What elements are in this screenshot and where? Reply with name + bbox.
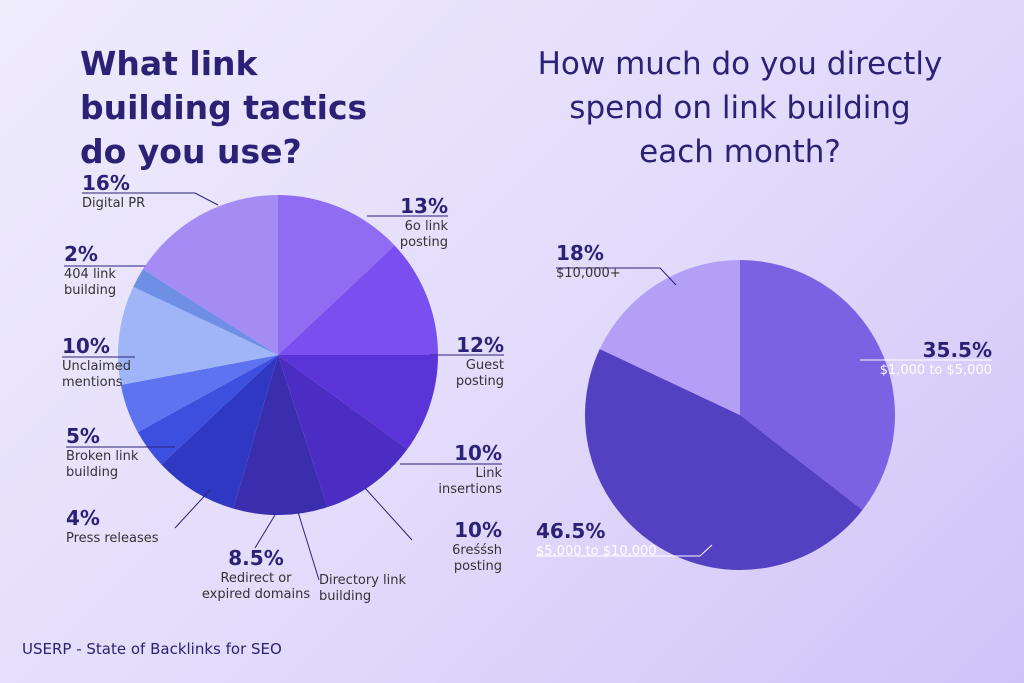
pie-slice	[599, 260, 740, 415]
value-label: 10%	[454, 518, 502, 542]
pie-slice	[161, 355, 278, 509]
slice-label: 10% Link insertions	[412, 440, 502, 498]
pie-slice	[142, 195, 278, 355]
value-label: 5%	[66, 424, 100, 448]
category-label: Broken link building	[66, 449, 139, 480]
slice-label: 10% Unclaimed mentions	[62, 333, 152, 391]
value-label: 35.5%	[922, 338, 992, 362]
chart-title: How much do you directly spend on link b…	[537, 46, 943, 170]
leader-line	[536, 544, 713, 557]
value-label: 4%	[66, 506, 100, 530]
category-label: 6reśśsh posting	[452, 543, 502, 574]
category-label: Digital PR	[82, 196, 146, 211]
slice-label: 46.5% $5,000 to $10,000	[536, 518, 706, 560]
slice-label: 2% 404 link building	[64, 241, 144, 299]
pie-slice	[740, 260, 895, 511]
slice-label: 13% 6o link posting	[358, 193, 448, 251]
value-label: 2%	[64, 242, 98, 266]
value-label: 10%	[454, 441, 502, 465]
pie-slice	[133, 269, 278, 355]
slice-label: Directory link building	[319, 573, 429, 605]
category-label: Link insertions	[438, 466, 502, 497]
pie-slice	[233, 355, 328, 515]
slice-label: 10% 6reśśsh posting	[412, 517, 502, 575]
category-label: $1,000 to $5,000	[879, 363, 992, 378]
slice-label: 18% $10,000+	[556, 240, 696, 282]
category-label: Redirect or expired domains	[201, 571, 311, 602]
leader-line	[297, 511, 320, 581]
value-label: 16%	[82, 171, 130, 195]
pie-slice	[585, 349, 863, 570]
value-label: 46.5%	[536, 519, 606, 543]
leader-line	[254, 514, 276, 549]
category-label: $5,000 to $10,000	[536, 544, 657, 559]
pie-slice	[278, 355, 439, 450]
category-label: Guest posting	[455, 358, 504, 389]
value-label: 8.5%	[228, 546, 284, 570]
leader-line	[82, 192, 219, 206]
slice-label: 16% Digital PR	[82, 170, 222, 212]
category-label: Press releases	[66, 531, 159, 546]
leader-line	[364, 487, 413, 541]
pie-slice	[278, 245, 438, 355]
value-label: 18%	[556, 241, 604, 265]
value-label: 13%	[400, 194, 448, 218]
category-label: 6o link posting	[399, 219, 448, 250]
pie-slice	[117, 286, 278, 385]
pie-slice	[137, 355, 278, 465]
category-label: Unclaimed mentions	[62, 359, 132, 390]
slice-label: 35.5% $1,000 to $5,000	[832, 337, 992, 379]
slice-label: 5% Broken link building	[66, 423, 176, 481]
chart-title: What link building tactics do you use?	[80, 44, 368, 171]
slice-label: 12% Guest posting	[414, 332, 504, 390]
slice-label: 4% Press releases	[66, 505, 216, 547]
pie-slice	[278, 195, 395, 355]
value-label: 10%	[62, 334, 110, 358]
pie-slice	[120, 355, 278, 433]
slice-label: 8.5% Redirect or expired domains	[196, 545, 316, 603]
category-label: $10,000+	[556, 266, 621, 281]
leader-line	[556, 267, 677, 286]
leader-line	[174, 489, 211, 529]
pie-slice	[278, 355, 408, 508]
source: USERP - State of Backlinks for SEO	[22, 640, 282, 658]
value-label: 12%	[456, 333, 504, 357]
category-label: Directory link building	[319, 573, 407, 604]
category-label: 404 link building	[64, 267, 117, 298]
